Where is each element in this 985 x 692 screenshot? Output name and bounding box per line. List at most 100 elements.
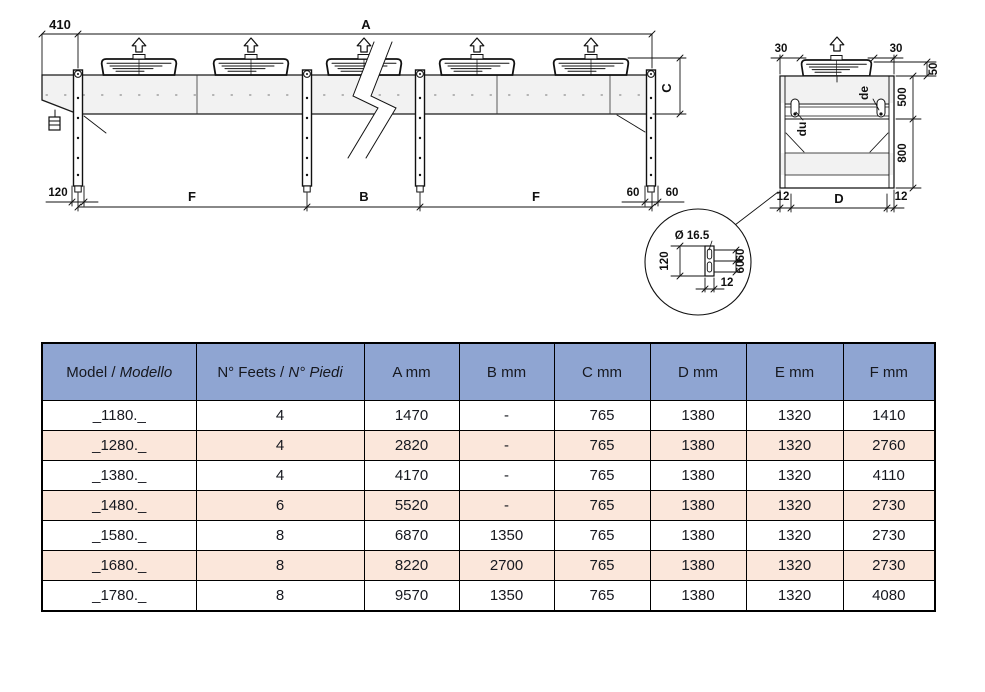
casing-body — [41, 74, 650, 115]
cell-model: _1480._ — [41, 490, 197, 521]
cell-f: 4080 — [842, 580, 936, 612]
cell-b: 1350 — [458, 580, 555, 612]
cell-e: 1320 — [745, 580, 844, 612]
leg — [72, 69, 84, 193]
airflow-arrow-icon — [829, 36, 845, 52]
table-row: _1280._ 4 2820 - 765 1380 1320 2760 — [41, 430, 936, 461]
cell-model: _1380._ — [41, 460, 197, 491]
connection-du-label: du — [795, 122, 809, 137]
header-model: Model / Modello — [41, 342, 197, 401]
cell-model: _1680._ — [41, 550, 197, 581]
dimension-30s — [770, 54, 904, 75]
dim-30-right-label: 30 — [890, 43, 903, 55]
dim-A-label: A — [361, 17, 371, 32]
cell-a: 4170 — [363, 460, 460, 491]
cell-b: - — [458, 460, 555, 491]
cell-a: 2820 — [363, 430, 460, 461]
table-header-row: Model / Modello N° Feets / N° Piedi A mm… — [41, 342, 936, 401]
cell-d: 1380 — [649, 550, 747, 581]
detail-120-label: 120 — [659, 251, 671, 270]
cell-b: - — [458, 400, 555, 431]
cell-e: 1320 — [745, 520, 844, 551]
dim-12-left-label: 12 — [777, 191, 790, 203]
header-e-mm: E mm — [745, 342, 844, 401]
header-c-mm: C mm — [553, 342, 651, 401]
fan-icon — [100, 53, 178, 76]
table-row: _1580._ 8 6870 1350 765 1380 1320 2730 — [41, 520, 936, 551]
header-feet-en: N° Feets / — [217, 363, 289, 381]
dimension-top — [38, 30, 656, 76]
airflow-arrow-icon — [583, 37, 599, 53]
table-row: _1380._ 4 4170 - 765 1380 1320 4110 — [41, 460, 936, 491]
cell-a: 5520 — [363, 490, 460, 521]
break-lines — [347, 41, 397, 159]
table-row: _1180._ 4 1470 - 765 1380 1320 1410 — [41, 400, 936, 431]
cell-feet: 4 — [195, 460, 365, 491]
cell-c: 765 — [553, 400, 651, 431]
cell-c: 765 — [553, 430, 651, 461]
dimension-foot-left — [45, 185, 99, 207]
fan-icon — [800, 54, 873, 77]
cell-a: 6870 — [363, 520, 460, 551]
cell-b: - — [458, 490, 555, 521]
front-view: 410 A C F B F 120 — [38, 17, 687, 212]
technical-drawing: 410 A C F B F 120 — [38, 17, 940, 316]
cell-e: 1320 — [745, 430, 844, 461]
dim-30-left-label: 30 — [775, 43, 788, 55]
cell-c: 765 — [553, 550, 651, 581]
fan-icon — [212, 53, 290, 76]
dimension-bottom — [74, 192, 656, 212]
cell-feet: 8 — [195, 550, 365, 581]
cell-feet: 8 — [195, 580, 365, 612]
dim-60-left-label: 60 — [627, 187, 640, 199]
airflow-arrow-icon — [469, 37, 485, 53]
fan-icon — [552, 53, 630, 76]
drain-fitting — [48, 109, 61, 131]
cell-d: 1380 — [649, 490, 747, 521]
cell-d: 1380 — [649, 580, 747, 612]
cell-f: 1410 — [842, 400, 936, 431]
cell-c: 765 — [553, 520, 651, 551]
cell-e: 1320 — [745, 490, 844, 521]
cell-c: 765 — [553, 460, 651, 491]
dim-410-label: 410 — [49, 17, 71, 32]
cell-model: _1280._ — [41, 430, 197, 461]
cell-e: 1320 — [745, 550, 844, 581]
dim-C-label: C — [659, 83, 674, 93]
hole-diameter-label: Ø 16.5 — [675, 230, 710, 242]
dim-60-right-label: 60 — [666, 187, 679, 199]
header-feet: N° Feets / N° Piedi — [195, 342, 365, 401]
airflow-arrow-icon — [356, 37, 372, 53]
cell-f: 2730 — [842, 490, 936, 521]
cell-c: 765 — [553, 580, 651, 612]
detail-12-label: 12 — [721, 277, 734, 289]
cell-c: 765 — [553, 490, 651, 521]
dimension-depth — [769, 189, 905, 213]
cell-e: 1320 — [745, 460, 844, 491]
dim-D-label: D — [834, 191, 843, 206]
leg — [301, 69, 313, 193]
detail-60a-label: 60 — [735, 249, 747, 262]
cell-feet: 4 — [195, 400, 365, 431]
table-row: _1480._ 6 5520 - 765 1380 1320 2730 — [41, 490, 936, 521]
header-b-mm: B mm — [458, 342, 555, 401]
dim-120-label: 120 — [48, 187, 67, 199]
detail-60b-label: 60 — [735, 261, 747, 274]
cell-feet: 8 — [195, 520, 365, 551]
cell-f: 2730 — [842, 550, 936, 581]
side-view: de du 30 30 50 500 800 — [769, 36, 940, 213]
table-row: _1680._ 8 8220 2700 765 1380 1320 2730 — [41, 550, 936, 581]
cell-d: 1380 — [649, 430, 747, 461]
cell-e: 1320 — [745, 400, 844, 431]
connection-de-label: de — [857, 86, 871, 100]
cell-d: 1380 — [649, 400, 747, 431]
dim-500-label: 500 — [897, 87, 909, 106]
dim-50-label: 50 — [928, 63, 940, 76]
leg — [414, 69, 426, 193]
leg — [645, 69, 657, 193]
detail-circle — [644, 208, 752, 316]
dimension-right-chain — [873, 58, 937, 192]
dim-800-label: 800 — [897, 143, 909, 162]
header-f-mm: F mm — [842, 342, 936, 401]
